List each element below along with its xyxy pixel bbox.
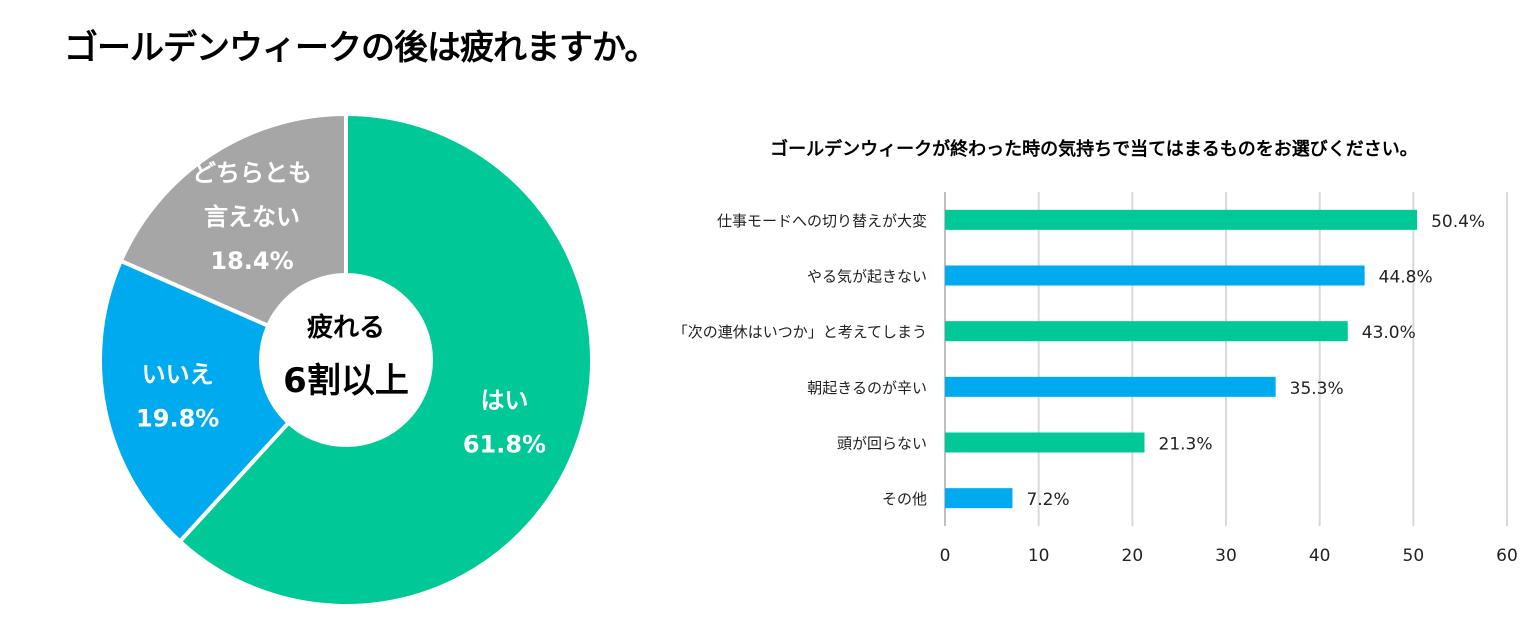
data-label: 43.0% [1362,323,1416,343]
page-title: ゴールデンウィークの後は疲れますか。 [64,28,658,68]
x-tick-label: 60 [1496,546,1518,566]
data-label: 44.8% [1379,268,1433,288]
donut-hole [259,273,433,447]
x-tick-label: 30 [1215,546,1237,566]
pie-slice [98,258,350,545]
bar-chart-title: ゴールデンウィークが終わった時の気持ちで当てはまるものをお選びください。 [770,138,1418,160]
bar [945,265,1365,286]
pie-value-label: 18.4% [210,247,293,275]
bar [945,488,1013,509]
center-label-line2: 6割以上 [283,361,409,401]
category-label: 「次の連休はいつか」と考えてしまう [673,323,927,341]
data-label: 35.3% [1290,379,1344,399]
x-tick-label: 0 [940,546,951,566]
pie-value-label: 19.8% [136,404,219,432]
pie-category-label: はい [480,387,528,415]
data-label: 7.2% [1026,490,1069,510]
bar [945,376,1276,397]
bar-chart: ゴールデンウィークが終わった時の気持ちで当てはまるものをお選びください。 0 10 2… [673,138,1518,566]
category-label: やる気が起きない [807,268,927,286]
pie-category-label: 言えない [204,203,300,231]
bar [945,209,1418,230]
bar [945,432,1145,453]
pie-category-label: どちらとも [192,159,312,187]
category-label: 頭が回らない [837,435,927,453]
x-tick-label: 40 [1309,546,1331,566]
x-tick-label: 50 [1403,546,1425,566]
category-label: 朝起きるのが辛い [807,379,927,397]
bar [945,321,1348,342]
data-label: 50.4% [1431,212,1485,232]
category-label: その他 [882,490,927,508]
category-label: 仕事モードへの切り替えが大変 [717,212,927,230]
x-tick-label: 10 [1028,546,1050,566]
data-label: 21.3% [1159,435,1213,455]
pie-value-label: 61.8% [463,431,546,459]
x-tick-label: 20 [1122,546,1144,566]
center-label-line1: 疲れる [307,312,385,343]
pie-category-label: いいえ [142,360,214,388]
